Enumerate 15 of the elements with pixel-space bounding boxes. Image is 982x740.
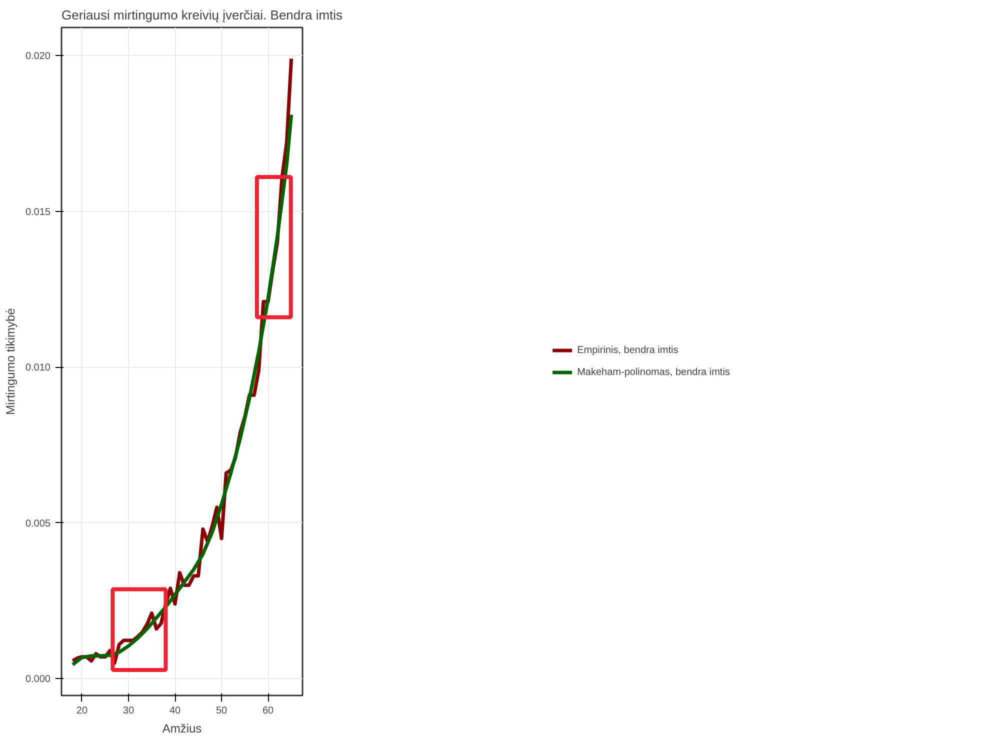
y-tick-label: 0.015	[25, 206, 51, 218]
y-axis-title: Mirtingumo tikimybė	[3, 308, 18, 415]
x-tick-label: 50	[216, 706, 228, 716]
y-tick-label: 0.000	[25, 674, 51, 686]
x-tick-label: 40	[169, 706, 182, 716]
x-axis-title: Amžius	[162, 722, 202, 736]
y-tick-label: 0.020	[25, 51, 51, 62]
legend-label: Empirinis, bendra imtis	[577, 344, 678, 356]
chart-title: Geriausi mirtingumo kreivių įverčiai. Bendra imtis	[62, 8, 344, 22]
legend-label: Makeham-polinomas, bendra imtis	[577, 366, 730, 378]
x-tick-label: 20	[76, 706, 88, 716]
y-tick-label: 0.010	[25, 362, 51, 374]
x-tick-label: 30	[122, 706, 134, 716]
y-tick-label: 0.005	[25, 518, 51, 530]
x-tick-label: 60	[262, 706, 274, 716]
